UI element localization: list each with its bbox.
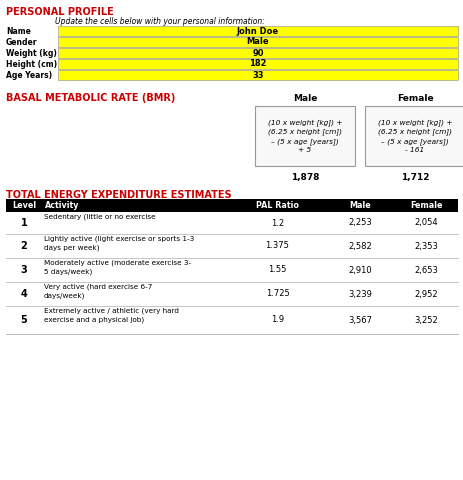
Bar (58, 59, 457, 69)
Text: 1,712: 1,712 (400, 173, 428, 182)
Text: 33: 33 (252, 71, 263, 80)
Text: Gender: Gender (6, 38, 38, 47)
Text: BASAL METABOLIC RATE (BMR): BASAL METABOLIC RATE (BMR) (6, 93, 175, 103)
Text: 2,582: 2,582 (347, 241, 371, 251)
Text: Lightly active (light exercise or sports 1-3
days per week): Lightly active (light exercise or sports… (44, 236, 194, 251)
Bar (58, 37, 457, 47)
Text: 4: 4 (20, 289, 27, 299)
Text: Age Years): Age Years) (6, 71, 52, 80)
Text: 1.375: 1.375 (265, 241, 289, 251)
Text: 2,653: 2,653 (413, 265, 438, 275)
Text: Male: Male (292, 94, 317, 103)
Bar (394, 199, 457, 212)
Bar (364, 106, 463, 166)
Text: 90: 90 (252, 48, 263, 58)
Text: 2: 2 (20, 241, 27, 251)
Text: 182: 182 (249, 60, 266, 69)
Text: Very active (hard exercise 6-7
days/week): Very active (hard exercise 6-7 days/week… (44, 284, 152, 299)
Text: 1.55: 1.55 (268, 265, 286, 275)
Text: Weight (kg): Weight (kg) (6, 49, 57, 58)
Text: Level: Level (12, 201, 36, 210)
Text: Male: Male (246, 37, 269, 47)
Text: 1,878: 1,878 (290, 173, 319, 182)
Text: Extremely active / athletic (very hard
exercise and a physical job): Extremely active / athletic (very hard e… (44, 308, 179, 323)
Text: Female: Female (409, 201, 442, 210)
Text: PAL Ratio: PAL Ratio (256, 201, 298, 210)
Bar (255, 106, 354, 166)
Text: (10 x weight [kg]) +
(6.25 x height [cm])
– (5 x age [years])
- 161: (10 x weight [kg]) + (6.25 x height [cm]… (377, 119, 451, 153)
Text: 2,952: 2,952 (414, 289, 438, 299)
Text: Name: Name (6, 27, 31, 36)
Text: 2,253: 2,253 (347, 218, 371, 228)
Bar (58, 48, 457, 58)
Text: 3,567: 3,567 (347, 315, 371, 324)
Text: Height (cm): Height (cm) (6, 60, 57, 69)
Text: PERSONAL PROFILE: PERSONAL PROFILE (6, 7, 113, 17)
Text: Female: Female (396, 94, 432, 103)
Text: 3,252: 3,252 (414, 315, 438, 324)
Text: 5: 5 (20, 315, 27, 325)
Bar (230, 199, 324, 212)
Text: Moderately active (moderate exercise 3-
5 days/week): Moderately active (moderate exercise 3- … (44, 260, 191, 275)
Text: 1.2: 1.2 (270, 218, 283, 228)
Text: 2,054: 2,054 (414, 218, 438, 228)
Bar (58, 26, 457, 36)
Text: Male: Male (348, 201, 370, 210)
Text: 3: 3 (20, 265, 27, 275)
Bar (42, 199, 230, 212)
Text: 2,353: 2,353 (413, 241, 438, 251)
Bar (58, 70, 457, 80)
Text: John Doe: John Doe (237, 26, 278, 36)
Text: 3,239: 3,239 (347, 289, 371, 299)
Text: Sedentary (little or no exercise: Sedentary (little or no exercise (44, 214, 155, 220)
Text: Activity: Activity (45, 201, 79, 210)
Text: 2,910: 2,910 (347, 265, 371, 275)
Text: 1.725: 1.725 (265, 289, 289, 299)
Text: 1: 1 (20, 218, 27, 228)
Text: TOTAL ENERGY EXPENDITURE ESTIMATES: TOTAL ENERGY EXPENDITURE ESTIMATES (6, 190, 231, 200)
Text: (10 x weight [kg]) +
(6.25 x height [cm])
– (5 x age [years])
+ 5: (10 x weight [kg]) + (6.25 x height [cm]… (267, 119, 342, 153)
Text: Update the cells below with your personal information:: Update the cells below with your persona… (55, 17, 264, 26)
Bar (324, 199, 394, 212)
Bar (6, 199, 42, 212)
Text: 1.9: 1.9 (270, 315, 283, 324)
